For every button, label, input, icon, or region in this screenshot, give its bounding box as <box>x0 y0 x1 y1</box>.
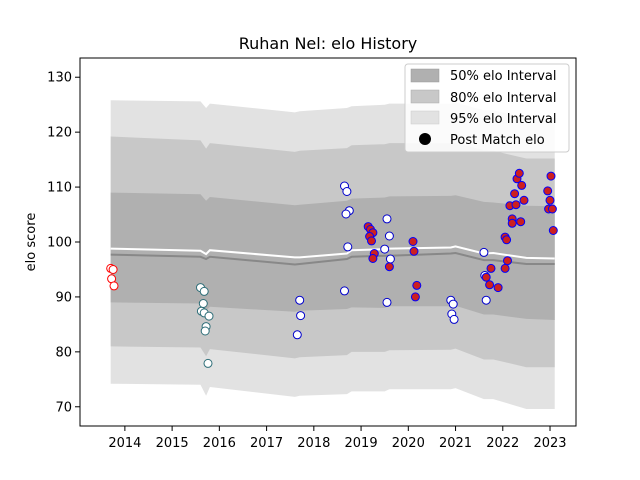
data-point <box>519 195 529 205</box>
data-point <box>543 186 553 196</box>
data-point <box>517 180 527 190</box>
legend-label-95: 95% elo Interval <box>450 112 557 127</box>
data-point <box>341 209 351 219</box>
data-point <box>449 314 459 324</box>
data-point <box>479 247 489 257</box>
data-point <box>507 218 517 228</box>
x-tick-label: 2018 <box>297 436 330 451</box>
x-axis-ticks: 2014 2015 2016 2017 2018 2019 2020 2021 2022 2023 <box>108 426 567 451</box>
data-point <box>481 295 491 305</box>
data-point <box>448 299 458 309</box>
x-tick-label: 2016 <box>203 436 236 451</box>
data-point <box>382 214 392 224</box>
data-point <box>510 189 520 199</box>
data-point <box>514 168 524 178</box>
legend-swatch-50 <box>410 68 440 83</box>
plot-area <box>106 100 558 410</box>
post-match-points <box>106 168 558 368</box>
y-tick-label: 90 <box>55 290 72 305</box>
band-50-interval <box>110 192 555 320</box>
data-point <box>198 299 208 308</box>
y-tick-label: 100 <box>47 236 72 251</box>
data-point <box>409 246 419 256</box>
data-point <box>511 200 521 210</box>
data-point <box>109 281 119 291</box>
x-tick-label: 2017 <box>250 436 283 451</box>
data-point <box>385 254 395 264</box>
data-point <box>342 187 352 196</box>
data-point <box>343 242 353 252</box>
data-point <box>502 235 512 245</box>
legend-label-50: 50% elo Interval <box>450 69 557 84</box>
data-point <box>410 292 420 302</box>
x-tick-label: 2015 <box>156 436 189 451</box>
data-point <box>384 262 394 272</box>
data-point <box>486 263 496 273</box>
data-point <box>199 286 209 296</box>
legend-label-post-match: Post Match elo <box>450 133 545 148</box>
y-tick-label: 110 <box>47 181 72 196</box>
y-tick-label: 120 <box>47 126 72 141</box>
legend-swatch-80 <box>410 89 440 104</box>
data-point <box>380 244 390 254</box>
data-point <box>200 326 210 336</box>
mean-elo-line <box>110 251 555 266</box>
data-point <box>516 217 526 227</box>
y-tick-label: 130 <box>47 71 72 86</box>
data-point <box>292 330 302 340</box>
data-point <box>546 171 556 181</box>
x-tick-label: 2019 <box>345 436 378 451</box>
data-point <box>545 195 555 205</box>
data-point <box>485 280 495 290</box>
y-tick-label: 70 <box>55 400 72 415</box>
upper-elo-line <box>110 245 555 260</box>
data-point <box>296 311 306 321</box>
data-point <box>500 263 510 273</box>
legend-swatch-95 <box>410 110 440 125</box>
y-axis-title: elo score <box>24 213 39 272</box>
x-tick-label: 2021 <box>439 436 472 451</box>
data-point <box>295 295 305 305</box>
legend: 50% elo Interval 80% elo Interval 95% el… <box>404 63 570 153</box>
data-point <box>382 297 392 307</box>
data-point <box>481 272 491 282</box>
legend-box <box>404 63 570 153</box>
data-point <box>503 256 512 266</box>
y-axis-ticks: 70 80 90 100 110 120 130 <box>47 71 80 415</box>
data-point <box>408 237 418 246</box>
data-point <box>340 286 349 296</box>
data-point <box>108 265 118 274</box>
legend-marker-post-match <box>419 133 431 145</box>
x-tick-label: 2020 <box>392 436 425 451</box>
y-tick-label: 80 <box>55 345 72 360</box>
legend-label-80: 80% elo Interval <box>450 91 557 106</box>
data-point <box>203 358 213 368</box>
data-point <box>384 231 394 241</box>
data-point <box>367 236 376 246</box>
data-point <box>493 283 503 293</box>
x-tick-label: 2022 <box>486 436 519 451</box>
data-point <box>368 254 378 263</box>
data-point <box>412 280 422 290</box>
x-tick-label: 2014 <box>108 436 141 451</box>
x-tick-label: 2023 <box>533 436 566 451</box>
data-point <box>547 204 557 214</box>
chart-title: Ruhan Nel: elo History <box>239 34 418 53</box>
data-point <box>548 226 558 235</box>
data-point <box>204 311 214 321</box>
